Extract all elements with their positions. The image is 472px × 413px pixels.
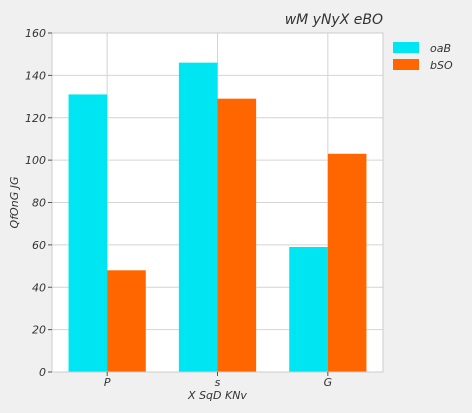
- y-tick-label: 40: [32, 281, 46, 294]
- bars: [68, 62, 367, 373]
- legend: oaB bSO: [393, 42, 453, 72]
- y-tick-label: 0: [39, 366, 46, 379]
- y-tick-label: 80: [32, 197, 46, 210]
- y-tick-label: 100: [25, 154, 46, 167]
- x-tick-label: s: [215, 376, 221, 389]
- y-tick-label: 140: [25, 69, 46, 82]
- bar-bSO-G: [327, 153, 367, 372]
- bar-bSO-P: [107, 270, 146, 372]
- x-tick-label: P: [104, 376, 111, 389]
- y-tick-label: 120: [25, 112, 46, 125]
- y-tick-label: 60: [32, 239, 46, 252]
- x-tick-label: G: [324, 376, 333, 389]
- y-tick-label: 160: [25, 27, 46, 40]
- y-tick-label: 20: [32, 324, 46, 337]
- bar-bSO-s: [217, 98, 257, 373]
- y-axis: 0 20 40 60 80 100 120 140 160: [25, 27, 52, 379]
- y-axis-label: QfOnG JG: [8, 177, 21, 229]
- legend-swatch-bSO: [393, 59, 419, 70]
- legend-label-bSO: bSO: [430, 59, 453, 72]
- bar-oaB-s: [178, 62, 218, 372]
- legend-label-oaB: oaB: [430, 42, 451, 55]
- x-axis-label: X SqD KNv: [187, 389, 247, 402]
- chart-title: wM yNyX eBO: [285, 12, 383, 28]
- bar-oaB-G: [289, 246, 328, 372]
- legend-swatch-oaB: [393, 42, 419, 53]
- bar-oaB-P: [68, 94, 108, 372]
